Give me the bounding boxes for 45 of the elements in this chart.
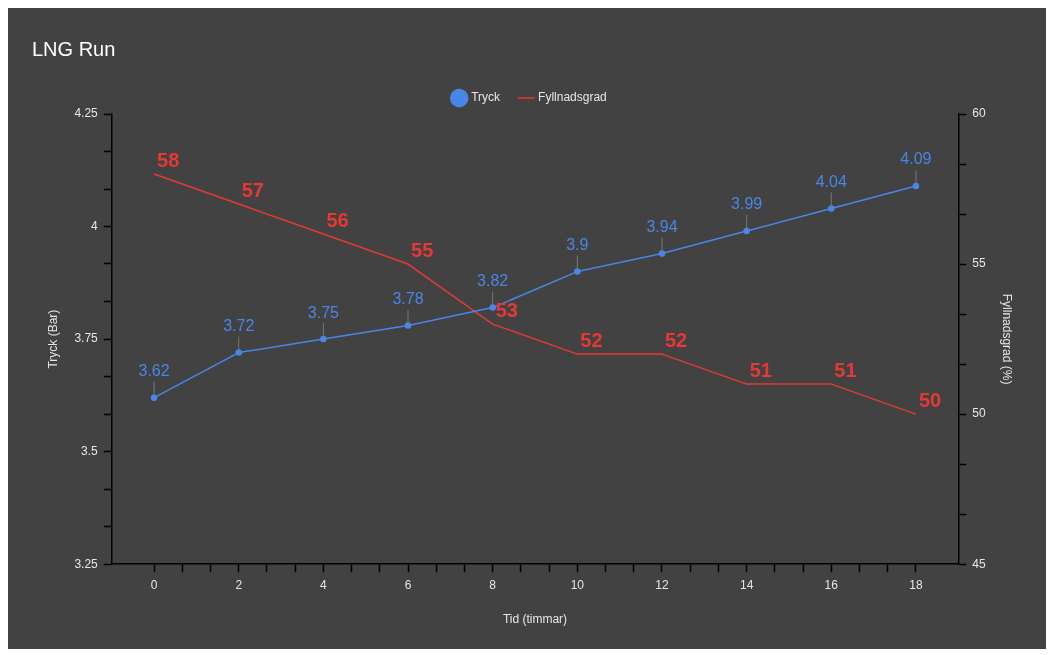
x-tick-label: 18 [909,577,923,592]
x-axis-title: Tid (timmar) [502,612,568,627]
y2-tick-label: 45 [972,556,986,571]
data-label: 3.94 [646,217,678,235]
x-tick-label: 8 [489,577,497,592]
data-label: 51 [749,358,772,381]
legend-label: Fyllnadsgrad [538,90,607,105]
x-tick-label: 16 [824,577,839,592]
data-label: 52 [580,328,603,351]
data-label: 3.82 [477,271,509,289]
y2-tick-label: 55 [972,256,986,271]
x-tick-label: 10 [570,577,585,592]
y-tick-label: 3.75 [74,331,99,346]
x-tick-label: 12 [655,577,669,592]
y-tick-label: 3.25 [74,556,99,571]
data-label: 56 [326,208,349,231]
data-label: 58 [157,148,180,171]
y2-axis-title: Fyllnadsgrad (%) [1000,293,1015,385]
data-label: 50 [918,388,942,411]
y-axis-title: Tryck (Bar) [45,309,60,369]
y-tick-label: 3.5 [81,443,99,458]
data-label: 3.62 [138,362,170,380]
x-tick-label: 4 [320,577,328,592]
y-tick-label: 4 [91,218,99,233]
data-label: 55 [411,238,434,261]
data-label: 3.72 [223,317,255,335]
x-tick-label: 6 [404,577,412,592]
data-label: 3.75 [307,303,340,321]
data-label: 3.78 [392,290,424,307]
y2-tick-label: 50 [972,406,986,421]
data-label: 57 [241,178,264,201]
data-label: 51 [834,358,857,381]
y2-tick-label: 60 [972,106,986,121]
x-tick-label: 2 [235,577,243,592]
x-tick-label: 14 [739,577,754,592]
data-label: 3.99 [731,195,763,213]
data-label: 52 [664,328,688,351]
data-label: 4.09 [900,150,932,168]
y-tick-label: 4.25 [74,106,99,121]
data-label: 3.9 [566,235,589,253]
x-tick-label: 0 [150,577,158,592]
chart-title: LNG Run [32,37,116,60]
data-label: 53 [495,298,518,321]
data-label: 4.04 [815,172,847,190]
legend-label: Tryck [471,90,502,105]
